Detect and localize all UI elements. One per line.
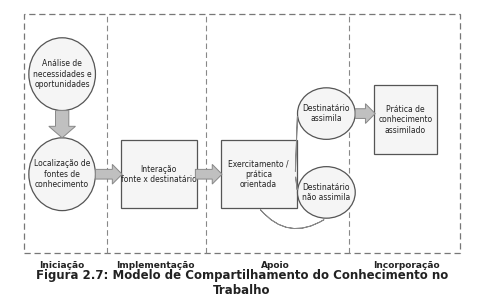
Ellipse shape bbox=[298, 88, 355, 139]
Text: Apoio: Apoio bbox=[261, 261, 290, 270]
FancyBboxPatch shape bbox=[221, 140, 297, 208]
Ellipse shape bbox=[298, 167, 355, 218]
Text: Análise de
necessidades e
oportunidades: Análise de necessidades e oportunidades bbox=[33, 59, 91, 89]
Ellipse shape bbox=[29, 138, 95, 211]
FancyBboxPatch shape bbox=[121, 140, 197, 208]
Text: Figura 2.7: Modelo de Compartilhamento do Conhecimento no
Trabalho: Figura 2.7: Modelo de Compartilhamento d… bbox=[36, 269, 448, 297]
Text: Iniciação: Iniciação bbox=[40, 261, 85, 270]
Polygon shape bbox=[95, 164, 122, 184]
Text: Localização de
fontes de
conhecimento: Localização de fontes de conhecimento bbox=[34, 159, 91, 189]
Text: Implementação: Implementação bbox=[116, 261, 195, 270]
Ellipse shape bbox=[29, 38, 95, 110]
Text: Incorporação: Incorporação bbox=[373, 261, 439, 270]
Text: Destinatário
assimila: Destinatário assimila bbox=[302, 104, 350, 123]
Text: Prática de
conhecimento
assimilado: Prática de conhecimento assimilado bbox=[378, 105, 432, 135]
Polygon shape bbox=[196, 164, 222, 184]
Polygon shape bbox=[49, 110, 76, 138]
FancyBboxPatch shape bbox=[374, 85, 437, 154]
FancyArrowPatch shape bbox=[260, 210, 324, 229]
FancyArrowPatch shape bbox=[295, 116, 298, 171]
Polygon shape bbox=[355, 104, 375, 123]
Text: Exercitamento /
prática
orientada: Exercitamento / prática orientada bbox=[228, 159, 289, 189]
Text: Interação
fonte x destinatário: Interação fonte x destinatário bbox=[121, 165, 197, 184]
FancyArrowPatch shape bbox=[296, 177, 297, 190]
Text: Destinatário
não assimila: Destinatário não assimila bbox=[302, 183, 350, 202]
